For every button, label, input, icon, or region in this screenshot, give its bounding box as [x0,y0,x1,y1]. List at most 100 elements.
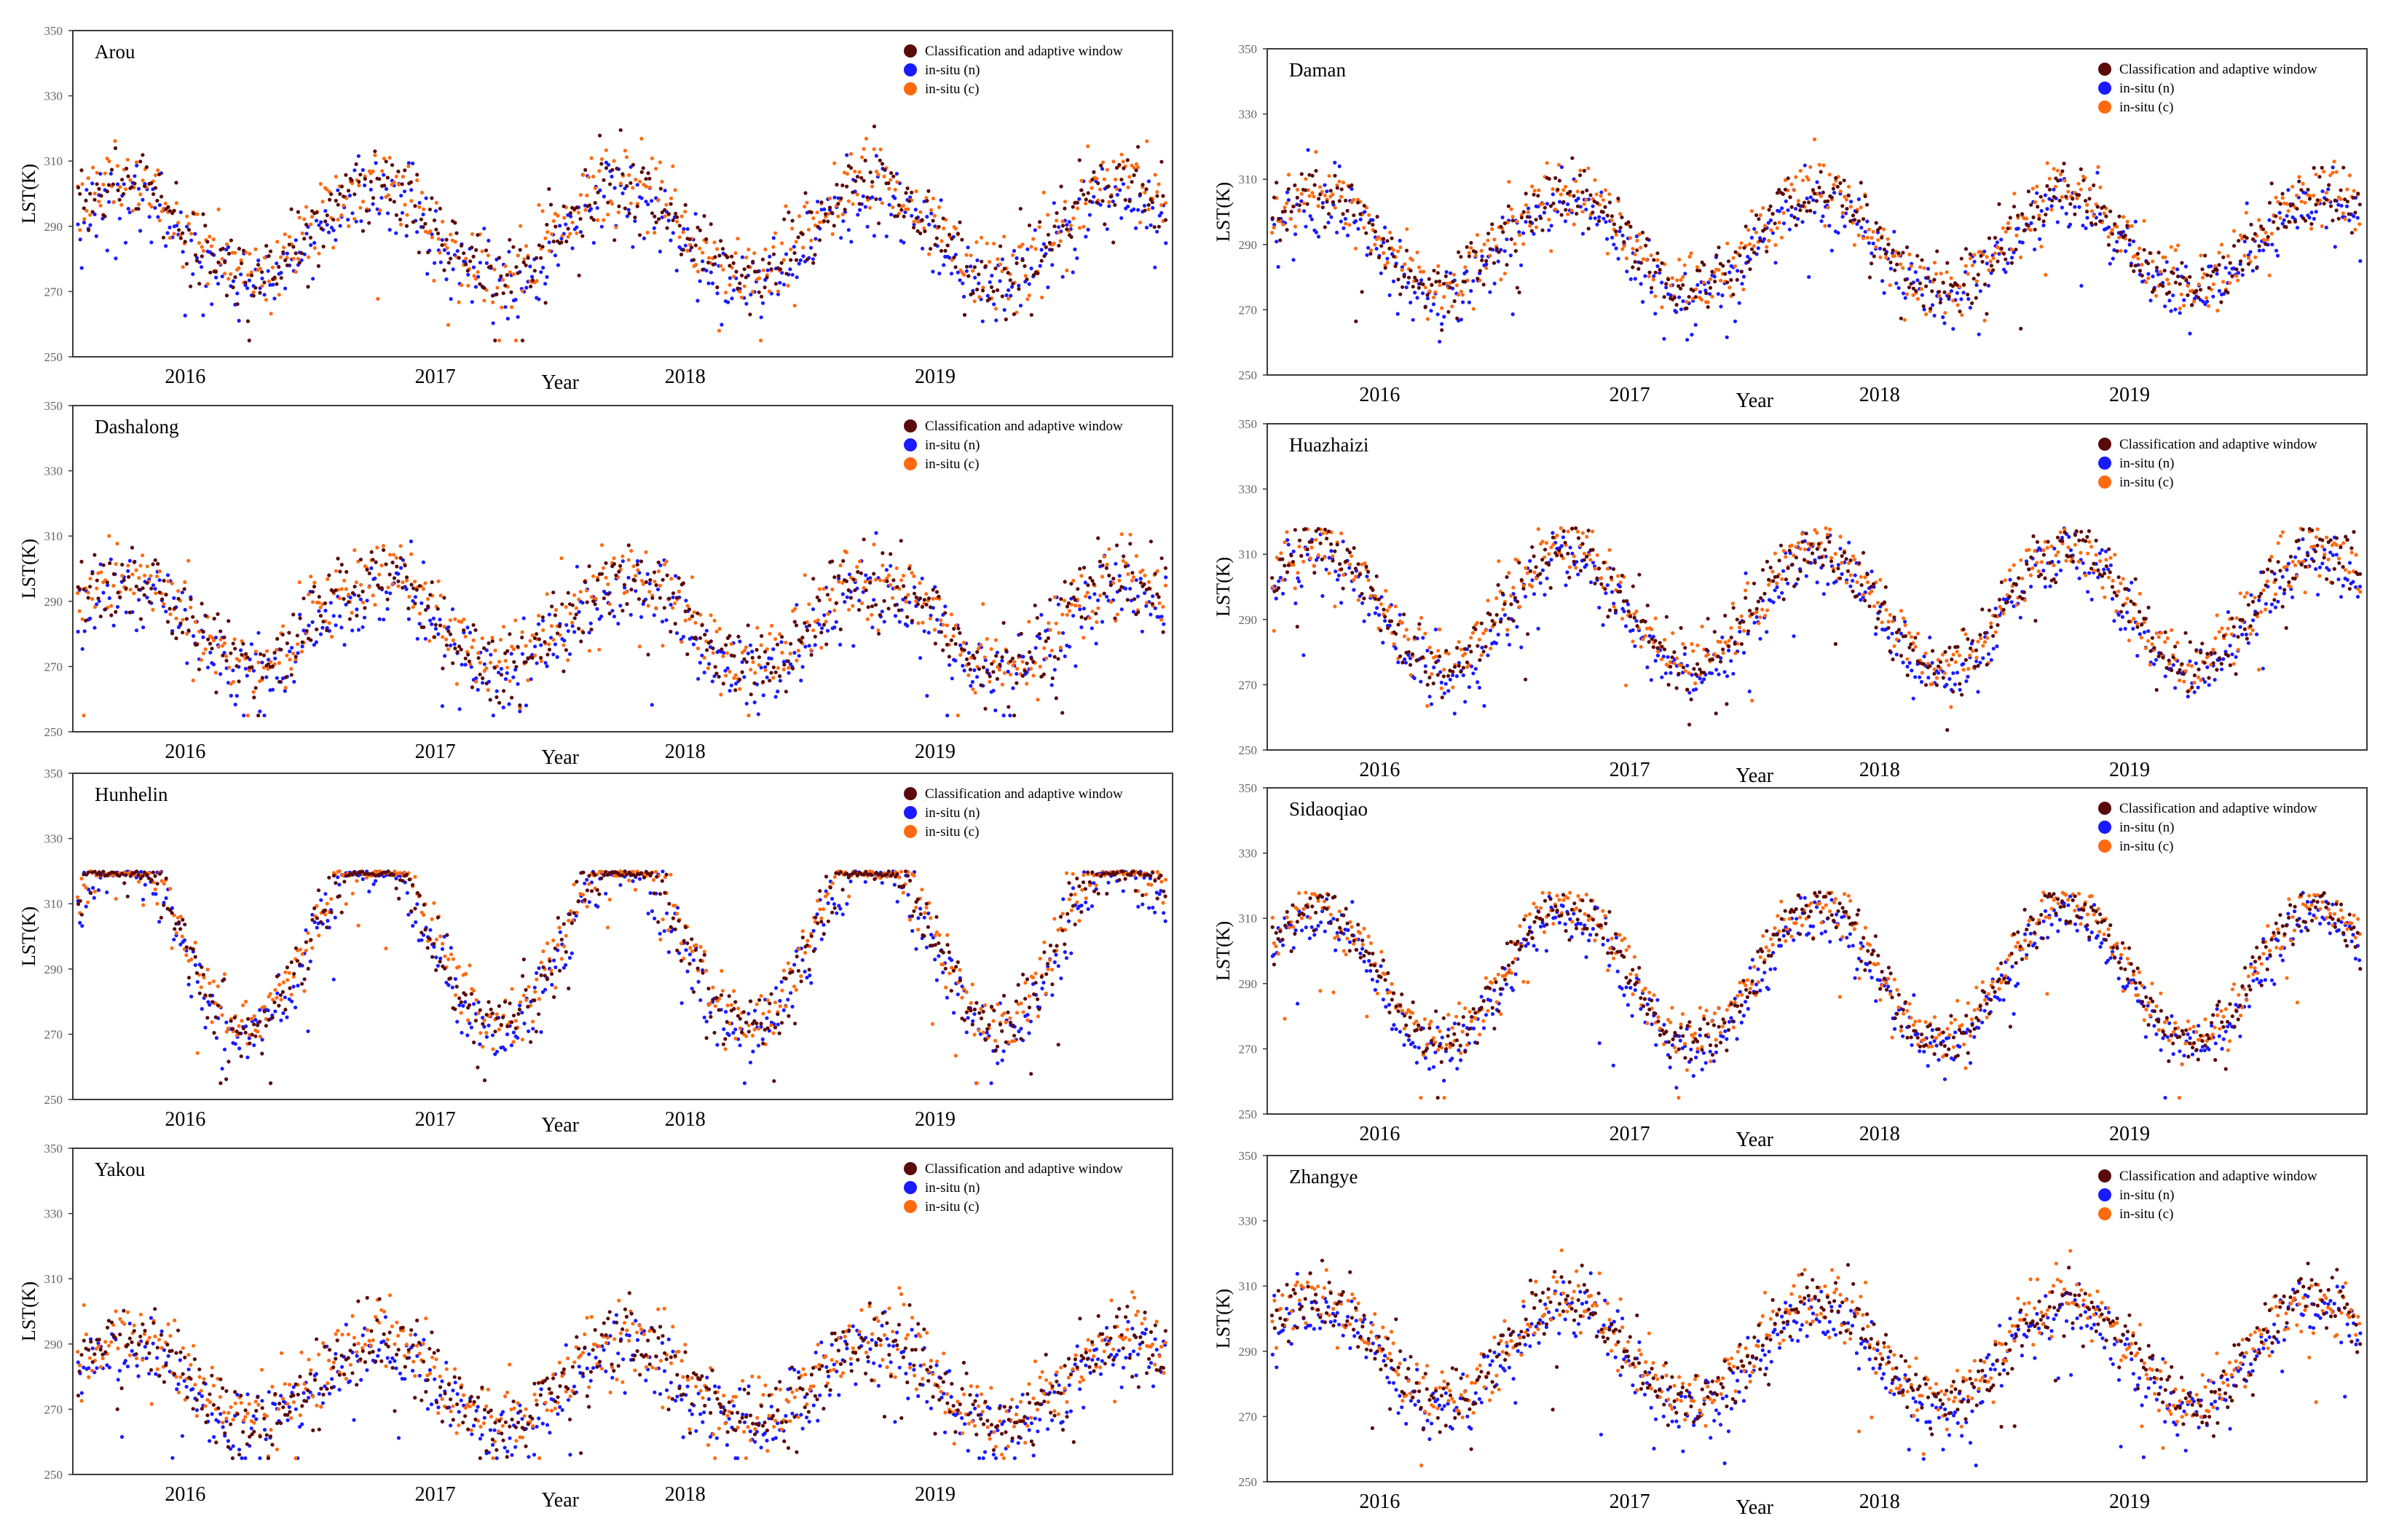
in-situ-n-point [422,213,425,216]
in-situ-n-point [811,257,815,261]
classification-point [1015,682,1018,685]
in-situ-c-point [1647,275,1651,278]
in-situ-c-point [80,182,84,186]
in-situ-n-point [1099,203,1103,207]
in-situ-n-point [2128,242,2132,246]
classification-point [774,671,778,674]
classification-point [216,261,220,264]
in-situ-c-point [1828,173,1832,176]
in-situ-c-point [116,164,119,167]
classification-point [495,695,498,699]
in-situ-c-point [945,623,949,627]
in-situ-c-point [583,208,587,212]
classification-point [1652,258,1655,261]
in-situ-n-point [1844,211,1848,215]
classification-point [1074,598,1077,601]
in-situ-n-point [730,684,733,687]
in-situ-n-point [1392,280,1395,283]
classification-point [1578,173,1582,177]
in-situ-n-point [1426,296,1430,300]
classification-point [929,605,932,609]
in-situ-c-point [192,679,195,682]
classification-point [870,604,874,608]
classification-point [235,664,238,668]
in-situ-n-point [1618,585,1622,588]
classification-point [88,191,92,195]
classification-point [650,596,654,600]
in-situ-c-point [1030,245,1033,248]
in-situ-n-point [518,709,521,713]
in-situ-n-point [1569,545,1572,549]
in-situ-c-point [809,648,813,652]
in-situ-c-point [437,237,441,241]
in-situ-n-point [1561,535,1565,539]
in-situ-n-point [292,680,296,684]
in-situ-n-point [1915,278,1919,282]
in-situ-n-point [399,566,403,569]
in-situ-c-point [556,214,559,218]
in-situ-c-point [606,583,610,586]
classification-point [592,218,596,221]
in-situ-c-point [832,609,836,612]
in-situ-c-point [857,170,861,174]
classification-point [996,677,999,681]
in-situ-c-point [979,643,982,647]
in-situ-c-point [1403,262,1406,266]
classification-point [415,173,419,176]
in-situ-n-point [239,272,243,276]
in-situ-c-point [658,584,662,588]
in-situ-n-point [1087,228,1090,232]
in-situ-c-point [2290,185,2294,189]
in-situ-n-point [925,215,929,218]
classification-point [2048,188,2052,191]
in-situ-c-point [1916,297,1920,301]
in-situ-n-point [1740,282,1744,285]
classification-point [839,628,843,631]
in-situ-c-point [449,233,452,237]
scatter-points [76,531,1167,717]
in-situ-n-point [339,625,343,629]
in-situ-n-point [788,267,792,271]
in-situ-n-point [452,267,455,271]
in-situ-c-point [2199,253,2202,257]
classification-point [1118,588,1122,592]
x-tick-label: 2016 [165,366,205,388]
in-situ-n-point [950,676,954,680]
classification-point [1015,261,1018,265]
in-situ-c-point [1530,184,1534,188]
in-situ-c-point [1438,283,1441,287]
classification-point [252,695,256,699]
in-situ-n-point [2068,223,2072,226]
in-situ-n-point [1001,258,1004,261]
classification-point [791,219,795,223]
in-situ-c-point [2130,224,2134,228]
in-situ-n-point [1149,224,1153,227]
in-situ-n-point [808,644,811,647]
in-situ-c-point [2031,186,2035,190]
in-situ-c-point [2025,217,2028,221]
classification-point [675,216,679,219]
in-situ-c-point [1392,248,1395,252]
classification-point [82,206,86,210]
in-situ-n-point [101,591,105,594]
in-situ-c-point [1769,228,1773,232]
classification-point [114,146,117,150]
in-situ-c-point [1593,178,1596,182]
in-situ-n-point [2228,271,2231,275]
classification-point [682,581,685,585]
in-situ-n-point [994,318,998,322]
in-situ-c-point [436,580,440,583]
classification-point [669,202,673,206]
in-situ-n-point [288,649,291,653]
in-situ-n-point [996,651,999,655]
in-situ-n-point [1933,314,1937,317]
classification-point [950,639,953,642]
in-situ-n-point [1889,266,1893,270]
classification-point [229,239,233,242]
in-situ-n-point [1339,220,1343,224]
classification-point [865,196,869,200]
classification-point [1080,615,1084,619]
classification-point [277,680,281,684]
classification-point [645,580,648,584]
in-situ-c-point [1901,266,1904,269]
